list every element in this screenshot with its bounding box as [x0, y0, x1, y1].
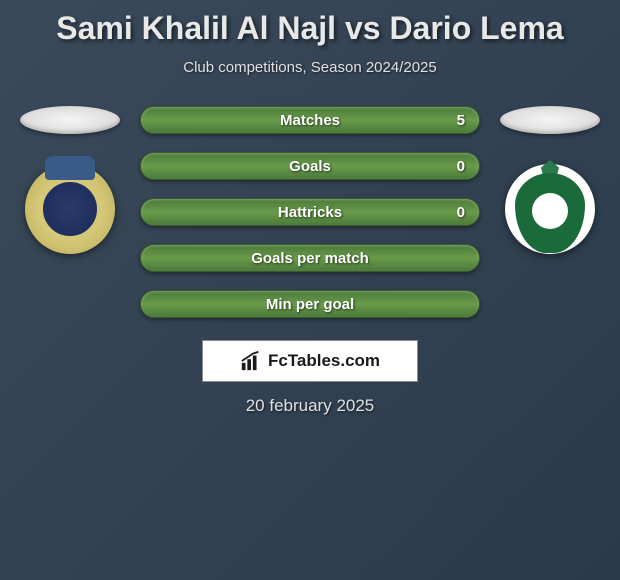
stats-column: Matches 5 Goals 0 Hattricks 0 Goals per … [140, 106, 480, 318]
stat-value-right: 5 [457, 112, 465, 129]
stat-label: Min per goal [266, 296, 354, 313]
date-text: 20 february 2025 [246, 396, 375, 416]
stat-label: Goals [289, 158, 331, 175]
stat-label: Goals per match [251, 250, 369, 267]
stat-value-right: 0 [457, 204, 465, 221]
comparison-content: Matches 5 Goals 0 Hattricks 0 Goals per … [0, 106, 620, 318]
player-left-placeholder [20, 106, 120, 134]
stat-bar-goals-per-match: Goals per match [140, 244, 480, 272]
club-crest-left-inner [40, 179, 100, 239]
brand-box[interactable]: FcTables.com [202, 340, 418, 382]
brand-text: FcTables.com [268, 351, 380, 371]
stat-bar-min-per-goal: Min per goal [140, 290, 480, 318]
player-right-placeholder [500, 106, 600, 134]
player-left-column [20, 106, 120, 254]
club-crest-right [505, 164, 595, 254]
stat-bar-hattricks: Hattricks 0 [140, 198, 480, 226]
chart-icon [240, 350, 262, 372]
page-title: Sami Khalil Al Najl vs Dario Lema [0, 0, 620, 47]
stat-bar-goals: Goals 0 [140, 152, 480, 180]
player-right-column [500, 106, 600, 254]
club-crest-right-inner [515, 173, 585, 253]
club-crest-left [25, 164, 115, 254]
stat-value-right: 0 [457, 158, 465, 175]
stat-label: Matches [280, 112, 340, 129]
footer: FcTables.com 20 february 2025 [0, 340, 620, 416]
stat-label: Hattricks [278, 204, 342, 221]
subtitle: Club competitions, Season 2024/2025 [0, 59, 620, 76]
stat-bar-matches: Matches 5 [140, 106, 480, 134]
